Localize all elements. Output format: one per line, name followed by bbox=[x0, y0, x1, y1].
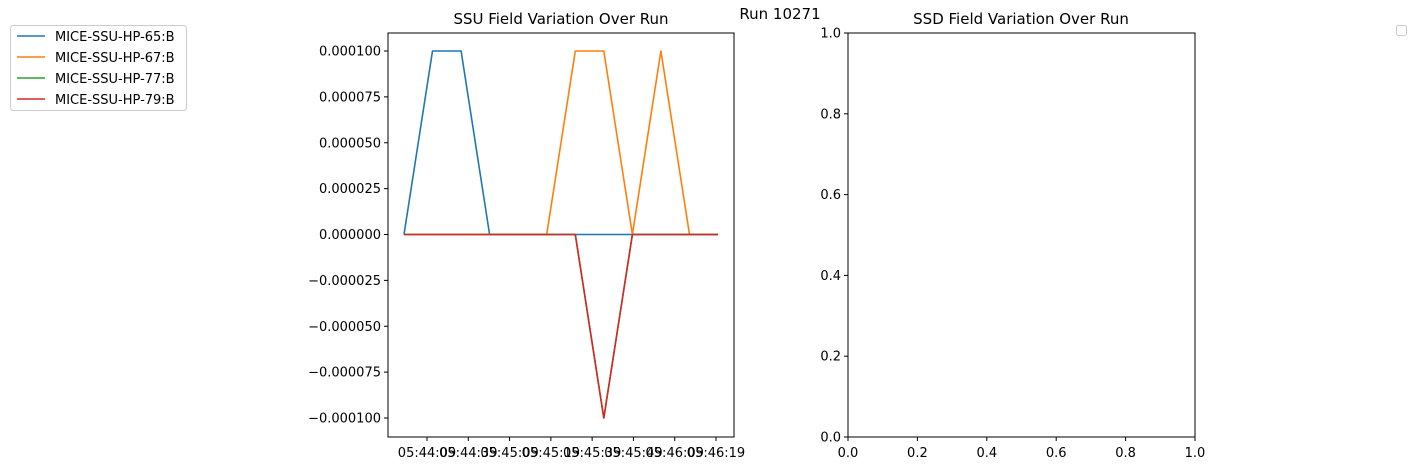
ssd-ytick-label: 0.0 bbox=[820, 431, 841, 446]
ssu-ytick-label: 0.000025 bbox=[319, 182, 381, 197]
ssu-ytick-label: 0.000100 bbox=[319, 45, 381, 60]
series-line-mice-ssu-hp-67-b bbox=[404, 50, 718, 236]
figure-suptitle: Run 10271 bbox=[739, 5, 820, 23]
ssd-xtick-label: 0.4 bbox=[976, 446, 997, 461]
ssu-xtick-label: 05:46:19 bbox=[687, 446, 745, 461]
ssu-xtick-label: 05:45:19 bbox=[522, 446, 580, 461]
ssu-xtick-label: 05:44:09 bbox=[398, 446, 456, 461]
series-line-mice-ssu-hp-77-b bbox=[404, 233, 718, 419]
ssd-ytick-label: 0.8 bbox=[820, 107, 841, 122]
ssu-ytick-label: −0.000025 bbox=[308, 274, 381, 289]
ssu-ytick-label: 0.000075 bbox=[319, 90, 381, 105]
ssd-axes-title: SSD Field Variation Over Run bbox=[913, 10, 1129, 28]
ssd-xtick-label: 0.8 bbox=[1115, 446, 1136, 461]
empty-legend-box bbox=[1396, 25, 1407, 36]
ssu-ytick-label: 0.000050 bbox=[319, 136, 381, 151]
ssd-xtick-label: 0.6 bbox=[1046, 446, 1067, 461]
ssd-ytick-label: 1.0 bbox=[820, 27, 841, 42]
legend-label: MICE-SSU-HP-67:B bbox=[55, 51, 175, 66]
legend: MICE-SSU-HP-65:B MICE-SSU-HP-67:B MICE-SSU… bbox=[10, 25, 187, 111]
ssu-ytick-label: 0.000000 bbox=[319, 228, 381, 243]
ssu-xtick-label: 05:45:09 bbox=[480, 446, 538, 461]
ssu-ytick-label: −0.000050 bbox=[308, 320, 381, 335]
ssu-ytick-label: −0.000075 bbox=[308, 366, 381, 381]
ssu-xtick-label: 05:44:39 bbox=[439, 446, 497, 461]
ssu-xtick-label: 05:46:09 bbox=[646, 446, 704, 461]
ssu-xtick-label: 05:45:39 bbox=[563, 446, 621, 461]
ssd-plot-area bbox=[847, 32, 1196, 438]
ssd-xtick-label: 1.0 bbox=[1185, 446, 1206, 461]
ssu-xtick-label: 05:45:49 bbox=[604, 446, 662, 461]
legend-label: MICE-SSU-HP-65:B bbox=[55, 30, 175, 45]
ssd-xtick-label: 0.2 bbox=[907, 446, 928, 461]
ssu-plot-area bbox=[387, 32, 735, 438]
series-line-mice-ssu-hp-79-b bbox=[404, 233, 718, 419]
legend-frame bbox=[10, 25, 187, 111]
ssd-ytick-label: 0.4 bbox=[820, 269, 841, 284]
ssd-xtick-label: 0.0 bbox=[838, 446, 859, 461]
legend-label: MICE-SSU-HP-77:B bbox=[55, 72, 175, 87]
legend-label: MICE-SSU-HP-79:B bbox=[55, 93, 175, 108]
ssu-axes: SSU Field Variation Over Run 0.000100 0.0… bbox=[308, 10, 745, 461]
ssd-ytick-label: 0.6 bbox=[820, 188, 841, 203]
ssd-ytick-label: 0.2 bbox=[820, 350, 841, 365]
ssd-axes: SSD Field Variation Over Run 0.0 0.2 0.4 0.… bbox=[820, 10, 1205, 461]
ssu-ytick-label: −0.000100 bbox=[308, 412, 381, 427]
ssu-axes-title: SSU Field Variation Over Run bbox=[453, 10, 668, 28]
